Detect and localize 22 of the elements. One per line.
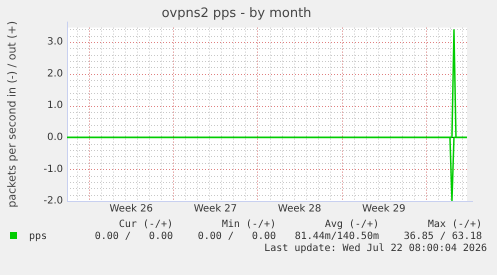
y-tick-label: 1.0	[47, 100, 63, 112]
y-tick-label: -2.0	[43, 196, 63, 207]
y-tick-label: 3.0	[47, 36, 63, 48]
y-tick-label: 2.0	[47, 68, 63, 80]
text: Min (-/+)	[220, 219, 276, 231]
x-tick-label: Week 26	[110, 204, 153, 215]
y-tick-label: -1.0	[43, 164, 63, 175]
text: 0.00 / 0.00	[196, 231, 276, 243]
x-tick-label: Week 28	[278, 204, 322, 215]
text: 36.85 / 63.18	[402, 231, 482, 243]
text: Avg (-/+)	[324, 219, 379, 231]
y-tick-label: 0.0	[47, 132, 63, 143]
y-axis-title: packets per second in (-) / out (+)	[5, 20, 18, 208]
text: 81.44m/140.50m	[294, 231, 379, 243]
x-tick-label: Week 27	[194, 204, 238, 215]
text: 0.00 / 0.00	[94, 231, 173, 243]
x-tick-label: Week 29	[362, 204, 406, 215]
chart-title: ovpns2 pps - by month	[162, 6, 312, 22]
text: Max (-/+)	[426, 219, 482, 231]
text: Last update: Wed Jul 22 08:00:04 2026	[264, 243, 487, 254]
legend-label: pps	[29, 231, 48, 242]
text: Cur (-/+)	[118, 219, 173, 231]
